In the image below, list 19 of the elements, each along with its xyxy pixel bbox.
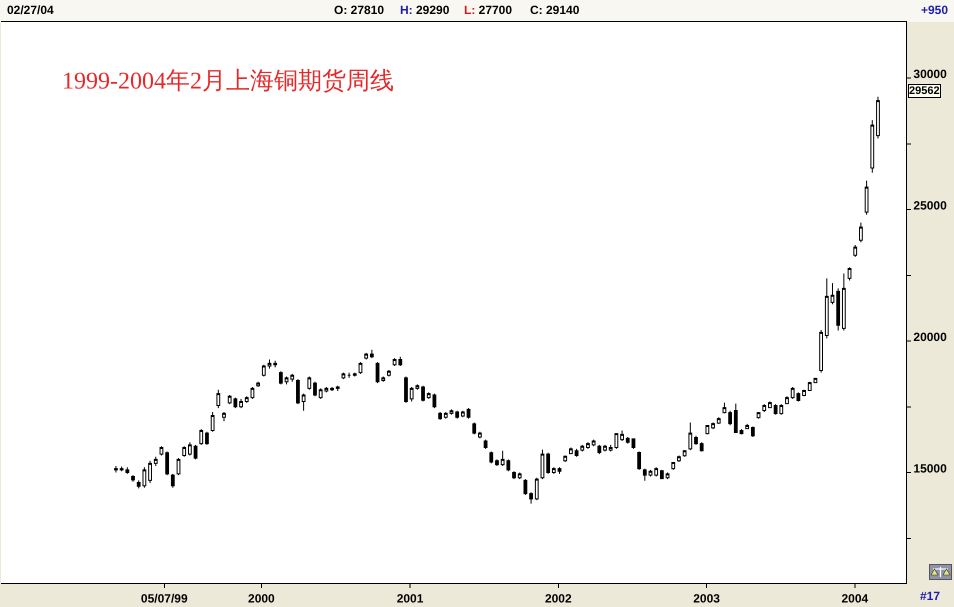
x-tick-label: 2003 <box>693 591 720 606</box>
y-tick-label: 15000 <box>913 462 948 476</box>
x-tick-label: 2002 <box>544 591 572 606</box>
text: +950 <box>921 3 948 17</box>
text: #17 <box>920 589 940 603</box>
text: 02/27/04 <box>7 3 54 17</box>
x-tick-label: 2001 <box>396 591 424 606</box>
text: L: 27700 <box>464 3 512 17</box>
x-tick-label: 05/07/99 <box>140 591 188 606</box>
text: O: 27810 <box>334 3 384 17</box>
x-tick-label: 2000 <box>248 591 276 606</box>
y-tick-label: 25000 <box>913 198 948 213</box>
text: H: 29290 <box>400 3 450 17</box>
annotation: 29562 <box>909 85 940 97</box>
y-tick-label: 20000 <box>913 330 948 344</box>
x-tick-label: 2004 <box>841 591 868 606</box>
text: C: 29140 <box>530 3 580 17</box>
text: 1999-2004年2月上海铜期货周线 <box>62 68 394 94</box>
y-tick-label: 30000 <box>913 67 948 82</box>
